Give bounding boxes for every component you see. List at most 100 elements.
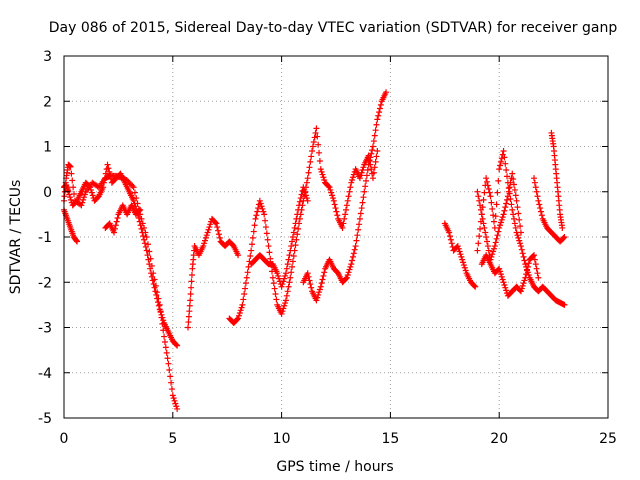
series-s2 (61, 161, 181, 349)
data-point (514, 204, 521, 211)
data-point (303, 179, 310, 186)
data-point (481, 224, 488, 231)
data-point (454, 243, 461, 250)
data-point (258, 203, 265, 210)
data-point (278, 310, 285, 317)
data-point (501, 154, 508, 161)
data-point (359, 199, 366, 206)
data-point (185, 324, 192, 331)
data-point (287, 274, 294, 281)
data-point (294, 211, 301, 218)
data-point (559, 224, 566, 231)
data-point (154, 295, 161, 302)
data-point (289, 263, 296, 270)
data-point (293, 236, 300, 243)
data-point (497, 271, 504, 278)
data-point (512, 224, 519, 231)
data-point (155, 302, 162, 309)
data-point (500, 279, 507, 286)
x-tick-label: 15 (381, 431, 399, 447)
data-point (477, 202, 484, 209)
chart-title: Day 086 of 2015, Sidereal Day-to-day VTE… (49, 20, 618, 36)
data-point (313, 125, 320, 132)
data-point (256, 197, 263, 204)
y-tick-label: 0 (43, 185, 52, 201)
data-point (484, 243, 491, 250)
data-point (383, 89, 390, 96)
data-point (105, 165, 112, 172)
data-point (536, 201, 543, 208)
data-point (306, 277, 313, 284)
data-point (328, 189, 335, 196)
data-point (157, 309, 164, 316)
data-point (253, 212, 260, 219)
y-tick-label: -1 (38, 230, 52, 246)
data-point (272, 291, 279, 298)
data-point (363, 177, 370, 184)
data-point (170, 395, 177, 402)
data-point (517, 240, 524, 247)
data-point (67, 196, 74, 203)
data-point (304, 175, 311, 182)
data-point (483, 234, 490, 240)
data-point (139, 229, 146, 236)
series-s9 (322, 148, 381, 231)
data-point (447, 233, 454, 240)
data-point (498, 273, 505, 280)
data-point (344, 272, 351, 279)
data-point (537, 205, 544, 212)
data-point (484, 238, 491, 245)
data-point (141, 236, 148, 243)
data-point (499, 214, 506, 221)
data-point (522, 274, 529, 281)
data-point (173, 341, 180, 348)
data-point (145, 256, 152, 263)
x-tick-label: 5 (168, 431, 177, 447)
data-point (358, 169, 365, 176)
data-point (185, 319, 192, 326)
data-point (370, 138, 377, 145)
data-point (507, 195, 514, 202)
data-point (310, 138, 317, 145)
series-s6 (226, 125, 329, 326)
data-point (242, 285, 249, 292)
data-point (459, 256, 466, 263)
data-point (496, 166, 503, 173)
data-point (264, 236, 271, 243)
data-point (188, 284, 195, 291)
data-point (532, 184, 539, 191)
data-point (79, 199, 86, 206)
data-point (238, 304, 245, 311)
data-point (188, 278, 195, 285)
data-point (351, 246, 358, 253)
data-point (280, 278, 287, 285)
data-point (503, 287, 510, 294)
data-point (234, 316, 241, 323)
data-point (349, 176, 356, 183)
data-point (169, 392, 176, 399)
data-point (475, 240, 482, 247)
data-point (235, 312, 242, 319)
data-point (215, 231, 222, 238)
data-point (261, 211, 268, 218)
data-point (510, 181, 517, 188)
data-point (501, 281, 508, 288)
data-point (239, 301, 246, 308)
data-point (146, 261, 153, 268)
data-point (173, 403, 180, 410)
data-point (278, 283, 285, 290)
series-s13 (474, 170, 524, 263)
data-point (138, 225, 145, 232)
data-point (311, 134, 318, 141)
data-point (517, 288, 524, 295)
data-point (476, 197, 483, 204)
data-point (475, 193, 482, 200)
data-point (325, 183, 332, 190)
series-s11 (474, 148, 568, 308)
data-point (504, 196, 511, 203)
data-point (302, 192, 309, 199)
data-point (143, 234, 150, 240)
data-point (354, 232, 361, 239)
data-point (373, 153, 380, 160)
